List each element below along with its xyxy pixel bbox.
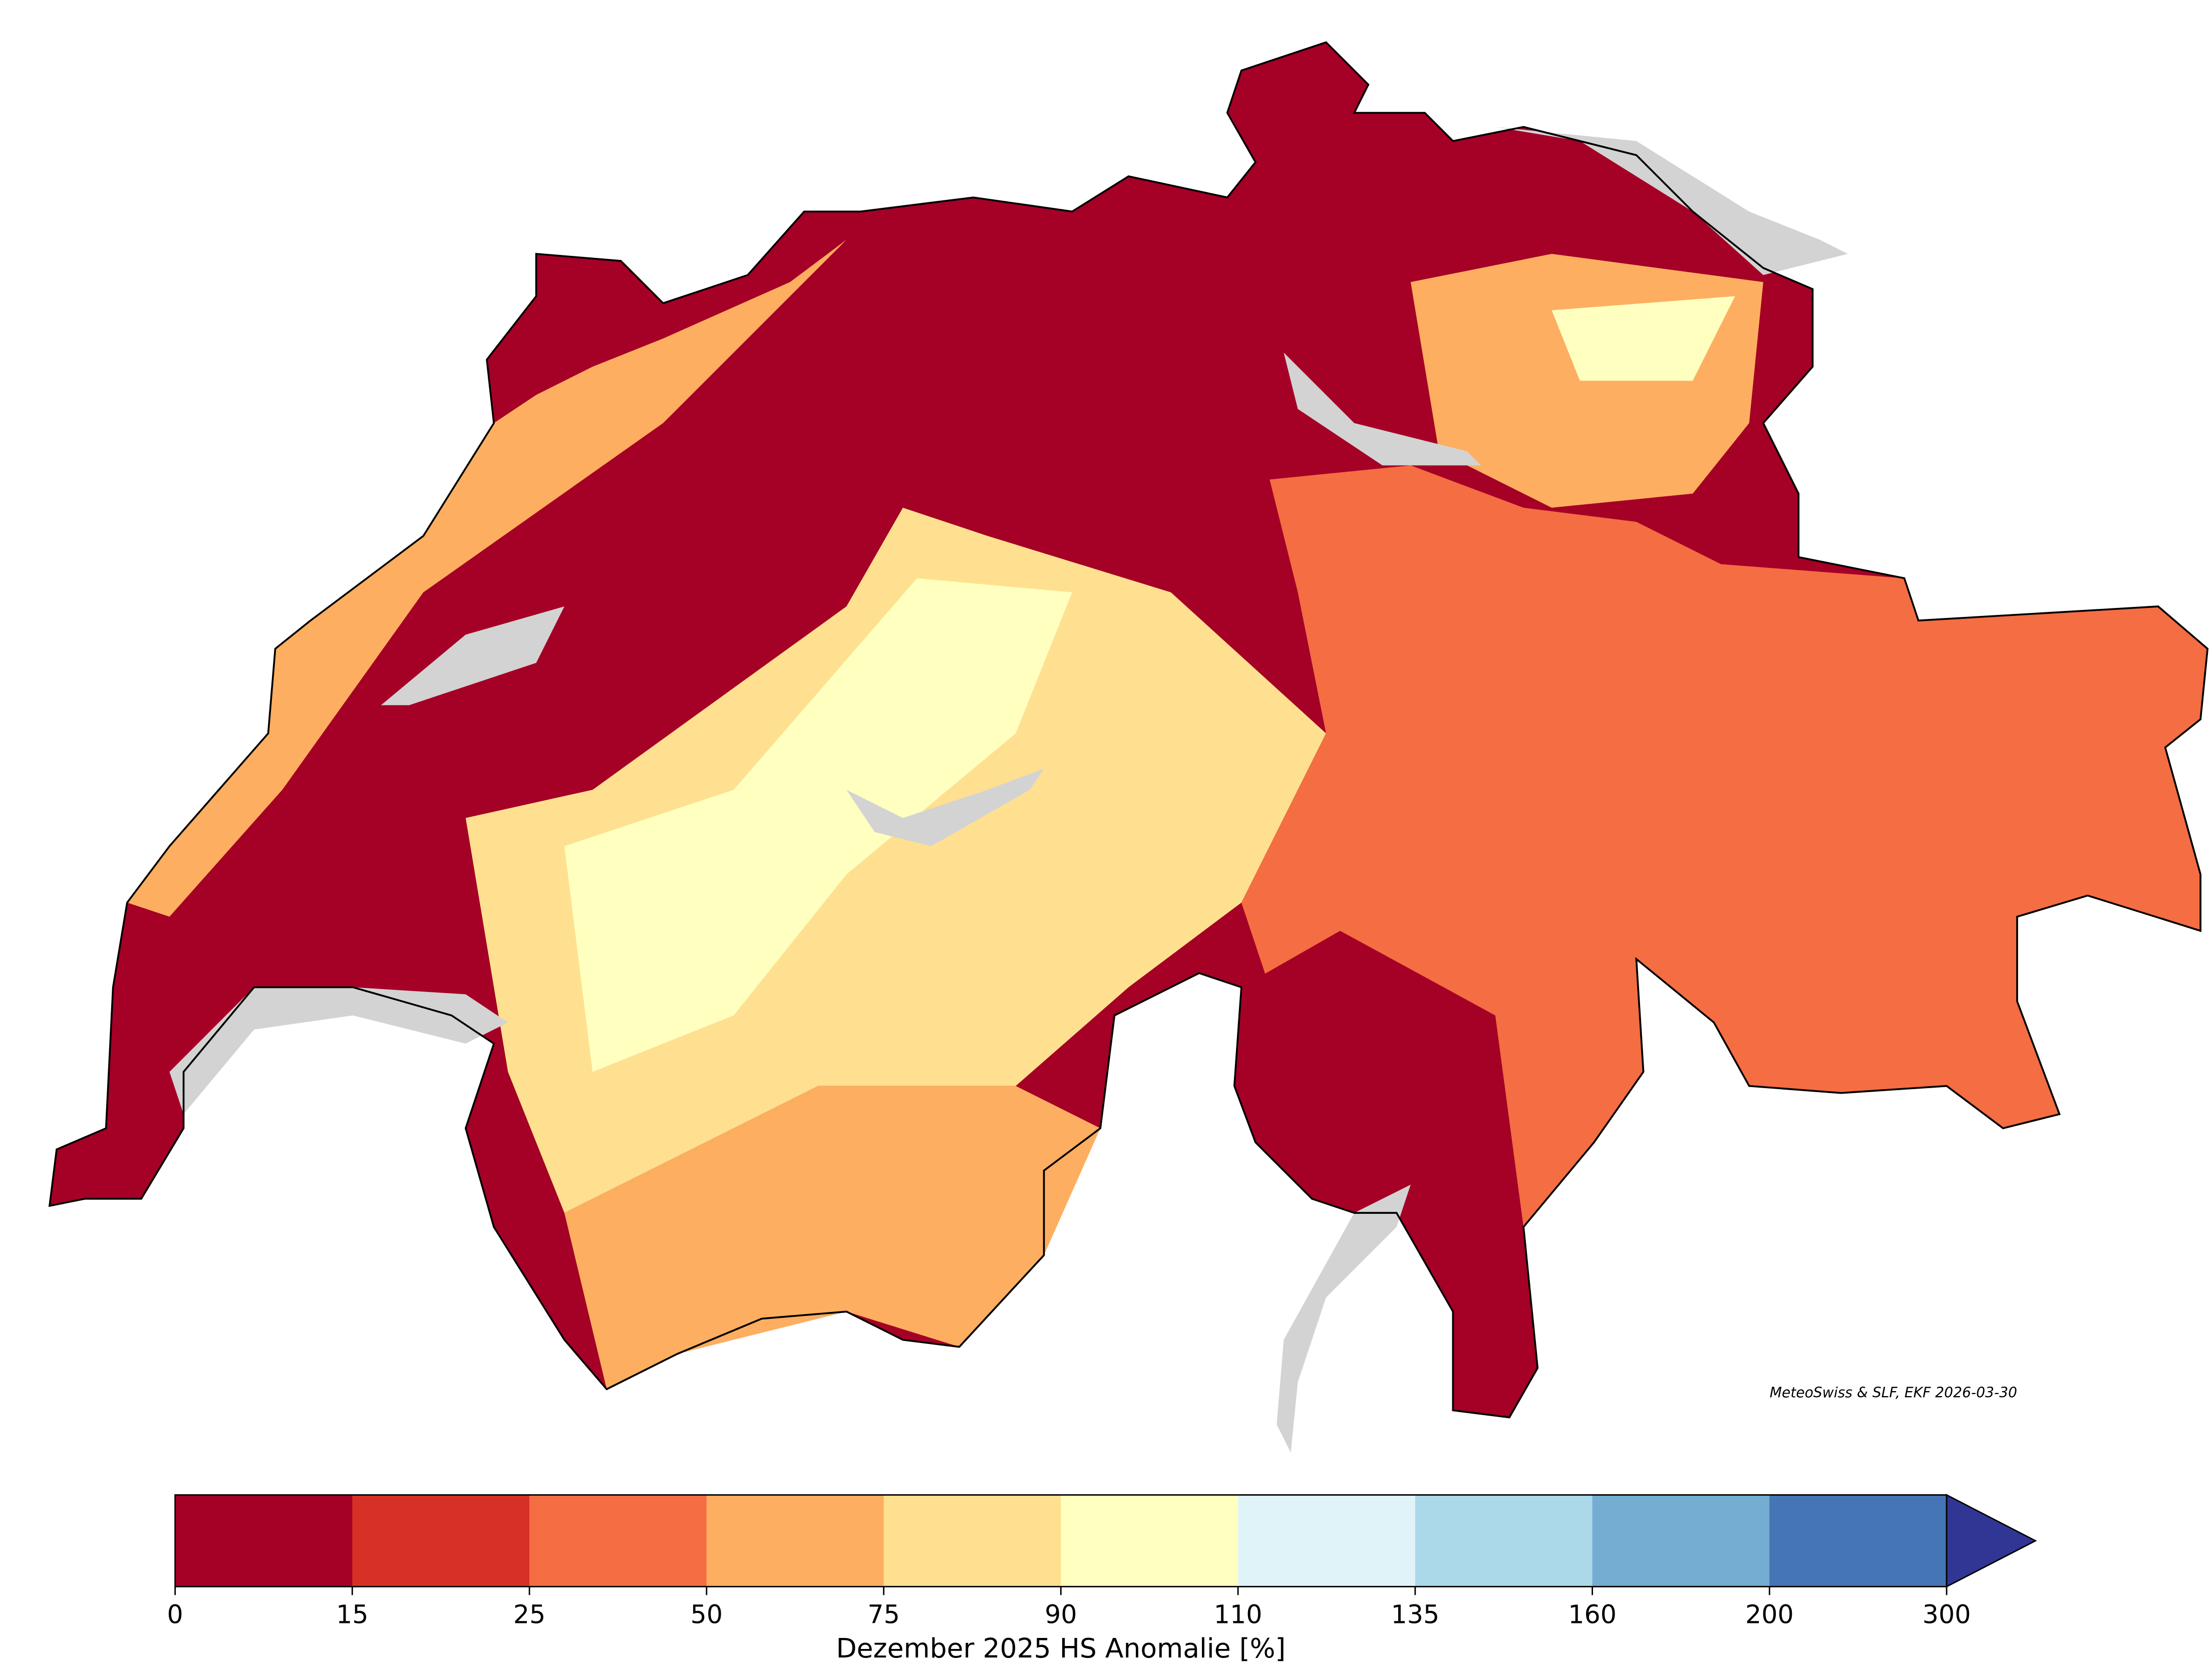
colorbar-segment: [1592, 1495, 1770, 1587]
region: [564, 1086, 1101, 1390]
credit: MeteoSwiss & SLF, EKF 2026-03-30: [1770, 1385, 2017, 1401]
map: [48, 41, 2209, 1453]
colorbar-segment: [706, 1495, 885, 1587]
colorbar-segment: [175, 1495, 353, 1587]
lake: [1284, 353, 1481, 466]
country-border: [48, 41, 2209, 1419]
tick-label: 160: [1568, 1600, 1617, 1629]
tick-label: 300: [1923, 1600, 1971, 1629]
region: [1234, 930, 1538, 1418]
colorbar-segment: [1415, 1495, 1594, 1587]
colorbar-segment: [352, 1495, 530, 1587]
tick-label: 25: [513, 1600, 546, 1629]
tick-label: 0: [167, 1600, 183, 1629]
tick-label: 50: [691, 1600, 723, 1629]
colorbar-segment: [1061, 1495, 1239, 1587]
tick-label: 15: [336, 1600, 369, 1629]
region: [564, 578, 1072, 1072]
colorbar: 0 15 25 50 75 90 110 135 160 200 300: [167, 1494, 2037, 1629]
lake: [1277, 1184, 1411, 1453]
colorbar-segment: [529, 1495, 708, 1587]
tick-label: 135: [1391, 1600, 1439, 1629]
tick-label: 90: [1045, 1600, 1077, 1629]
tick-label: 200: [1745, 1600, 1794, 1629]
colorbar-label: Dezember 2025 HS Anomalie [%]: [836, 1632, 1286, 1664]
lake: [381, 606, 564, 706]
colorbar-segment: [1238, 1495, 1416, 1587]
lake: [1495, 127, 1848, 275]
lake: [169, 987, 508, 1114]
colorbar-segment: [1769, 1495, 1948, 1587]
region: [1551, 296, 1735, 381]
colorbar-extension: [1946, 1494, 2037, 1588]
lake: [846, 768, 1044, 846]
region: [127, 239, 847, 917]
tick-label: 110: [1214, 1600, 1262, 1629]
tick-label: 75: [867, 1600, 900, 1629]
colorbar-segment: [883, 1495, 1062, 1587]
